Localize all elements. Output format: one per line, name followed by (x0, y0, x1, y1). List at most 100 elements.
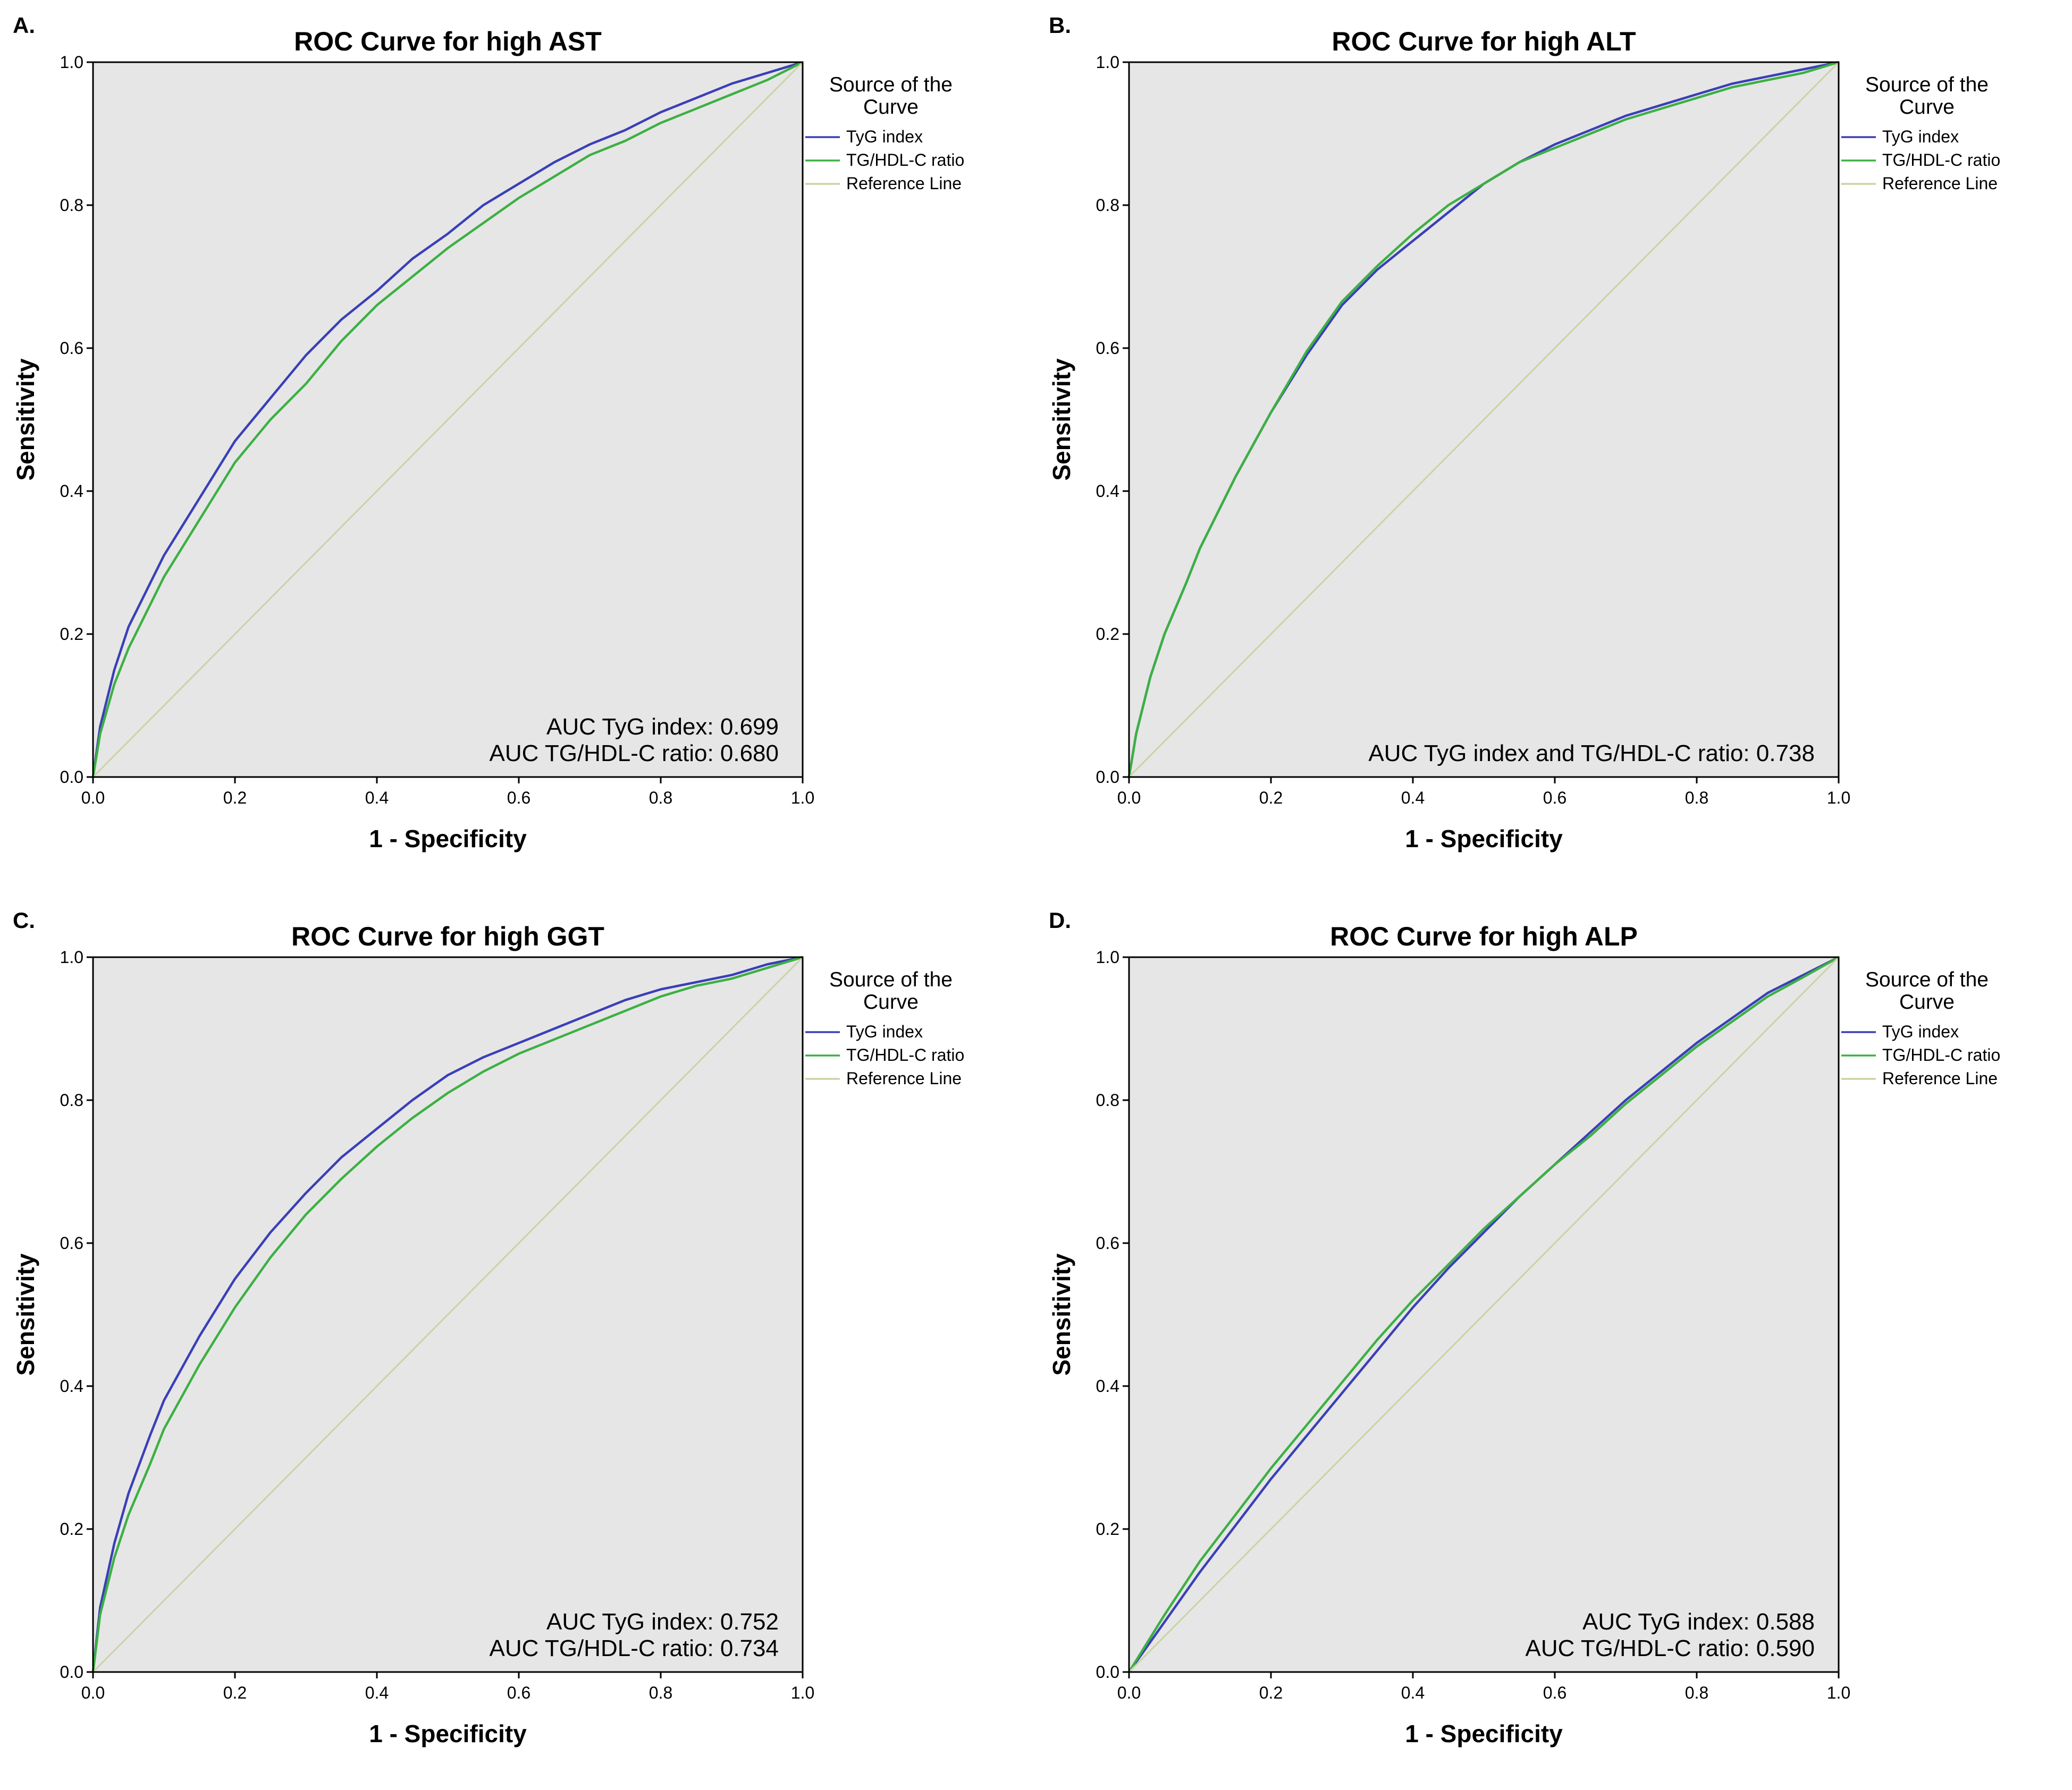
chart-title: ROC Curve for high ALP (1330, 922, 1638, 951)
chart-title: ROC Curve for high ALT (1332, 27, 1636, 56)
y-axis-label: Sensitivity (1048, 358, 1075, 481)
chart-title: ROC Curve for high AST (294, 27, 602, 56)
plot-frame (1128, 956, 1840, 1673)
x-tick-label: 0.0 (81, 1683, 105, 1702)
y-axis-label: Sensitivity (1048, 1253, 1075, 1376)
plot-frame (92, 956, 804, 1673)
panel-label: D. (1049, 908, 1071, 933)
y-tick-label: 0.2 (60, 1519, 83, 1539)
y-tick-label: 1.0 (1096, 948, 1119, 967)
x-axis-label: 1 - Specificity (1405, 825, 1563, 852)
legend-title: Source of the (829, 73, 953, 96)
legend-item-label: Reference Line (846, 1069, 962, 1088)
legend-title: Curve (1899, 96, 1955, 119)
series-line-tg-hdl-c-ratio (1127, 61, 1839, 778)
legend-title: Curve (863, 96, 919, 119)
legend-item-label: Reference Line (1882, 174, 1998, 193)
legend-title: Curve (1899, 991, 1955, 1014)
y-tick-label: 1.0 (60, 948, 83, 967)
panel-label: A. (13, 13, 35, 38)
auc-annotation: AUC TG/HDL-C ratio: 0.590 (1526, 1635, 1815, 1661)
y-tick-label: 0.8 (60, 196, 83, 215)
x-tick-label: 0.4 (365, 788, 389, 807)
auc-annotation: AUC TyG index: 0.699 (546, 714, 779, 740)
y-axis-label: Sensitivity (12, 358, 39, 481)
x-axis-label: 1 - Specificity (1405, 1720, 1563, 1747)
x-tick-label: 1.0 (1827, 1683, 1850, 1702)
x-tick-label: 0.6 (1543, 1683, 1566, 1702)
legend-item-label: TyG index (846, 127, 923, 146)
auc-annotation: AUC TyG index: 0.588 (1582, 1609, 1815, 1635)
y-tick-label: 0.2 (60, 624, 83, 644)
legend-title: Source of the (829, 968, 953, 991)
x-tick-label: 0.8 (1685, 788, 1708, 807)
y-tick-label: 0.8 (1096, 1091, 1119, 1110)
y-tick-label: 0.6 (60, 1234, 83, 1253)
y-tick-label: 0.6 (1096, 1234, 1119, 1253)
x-tick-label: 0.2 (223, 1683, 247, 1702)
y-tick-label: 0.2 (1096, 1519, 1119, 1539)
x-tick-label: 0.6 (1543, 788, 1566, 807)
x-axis-label: 1 - Specificity (369, 1720, 527, 1747)
y-tick-label: 0.0 (1096, 767, 1119, 787)
legend-item-label: TyG index (846, 1022, 923, 1041)
x-tick-label: 0.0 (1117, 1683, 1141, 1702)
series-line-tyg-index (1128, 956, 1840, 1673)
y-tick-label: 0.0 (60, 1662, 83, 1682)
x-tick-label: 0.6 (507, 788, 530, 807)
y-tick-label: 1.0 (1096, 53, 1119, 72)
legend-item-label: TG/HDL-C ratio (846, 1045, 964, 1065)
panel-label: C. (13, 908, 35, 933)
chart-panel-b: B. ROC Curve for high ALT 0.0 0.0 0.2 0.2 0.4 0… (1036, 0, 2072, 895)
legend-item-label: Reference Line (1882, 1069, 1998, 1088)
reference-line (92, 61, 804, 778)
x-tick-label: 0.4 (365, 1683, 389, 1702)
chart-svg: B. ROC Curve for high ALT 0.00.0 0.2 0.2 0.4 0… (1048, 13, 2000, 852)
y-tick-label: 0.8 (1096, 196, 1119, 215)
y-tick-label: 0.4 (1096, 482, 1119, 501)
x-tick-label: 1.0 (1827, 788, 1850, 807)
panel-label: B. (1049, 13, 1071, 38)
series-line-tyg-index (91, 956, 803, 1673)
y-tick-label: 0.4 (60, 1377, 83, 1396)
y-tick-label: 0.6 (1096, 339, 1119, 358)
y-tick-label: 0.4 (1096, 1377, 1119, 1396)
auc-annotation: AUC TyG index: 0.752 (546, 1609, 779, 1635)
legend-item-label: TG/HDL-C ratio (1882, 150, 2000, 170)
series-line-tyg-index (91, 61, 803, 778)
x-tick-label: 0.0 (1117, 788, 1141, 807)
x-tick-label: 0.8 (649, 788, 672, 807)
y-tick-label: 0.2 (1096, 624, 1119, 644)
chart-svg: A. ROC Curve for high AST 0.00.0 0.2 0.2 0.4 0… (12, 13, 964, 852)
x-tick-label: 0.2 (1259, 1683, 1283, 1702)
chart-panel-d: D. ROC Curve for high ALP 0.0 0.0 0.2 0.2 0.4 0… (1036, 895, 2072, 1790)
x-tick-label: 1.0 (791, 1683, 814, 1702)
x-tick-label: 0.8 (1685, 1683, 1708, 1702)
legend-item-label: TG/HDL-C ratio (1882, 1045, 2000, 1065)
legend-item-label: TyG index (1882, 127, 1959, 146)
series-line-tg-hdl-c-ratio (91, 61, 804, 778)
x-tick-label: 0.0 (81, 788, 105, 807)
chart-title: ROC Curve for high GGT (291, 922, 604, 951)
x-axis-label: 1 - Specificity (369, 825, 527, 852)
x-tick-label: 0.2 (1259, 788, 1283, 807)
x-tick-label: 0.8 (649, 1683, 672, 1702)
y-tick-label: 0.0 (1096, 1662, 1119, 1682)
legend-title: Source of the (1865, 73, 1989, 96)
legend-title: Curve (863, 991, 919, 1014)
series-line-tg-hdl-c-ratio (1128, 956, 1840, 1673)
reference-line (1128, 956, 1840, 1673)
legend-item-label: Reference Line (846, 174, 962, 193)
chart-panel-a: A. ROC Curve for high AST 0.0 0.0 0.2 0.2 0.4 0… (0, 0, 1036, 895)
y-tick-label: 0.6 (60, 339, 83, 358)
y-tick-label: 0.0 (60, 767, 83, 787)
chart-panel-c: C. ROC Curve for high GGT 0.0 0.0 0.2 0.2 0.4 0… (0, 895, 1036, 1790)
auc-annotation: AUC TyG index and TG/HDL-C ratio: 0.738 (1368, 740, 1815, 766)
plot-frame (1128, 61, 1840, 778)
plot-frame (92, 61, 804, 778)
x-tick-label: 1.0 (791, 788, 814, 807)
legend-item-label: TyG index (1882, 1022, 1959, 1041)
y-tick-label: 0.8 (60, 1091, 83, 1110)
series-line-tg-hdl-c-ratio (91, 956, 803, 1673)
auc-annotation: AUC TG/HDL-C ratio: 0.734 (490, 1635, 779, 1661)
